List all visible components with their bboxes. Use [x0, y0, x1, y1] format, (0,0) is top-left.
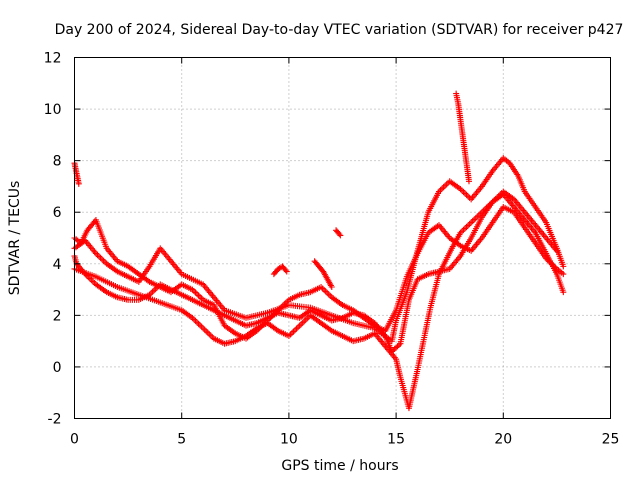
x-tick-label: 20 [494, 432, 512, 448]
series-a [71, 191, 567, 355]
data-point-marker [203, 328, 210, 335]
data-point-marker [394, 343, 401, 350]
data-point-marker [302, 316, 309, 323]
data-point-marker [553, 247, 560, 254]
data-point-marker [465, 193, 472, 200]
x-axis-label: GPS time / hours [281, 458, 398, 474]
y-tick-label: 2 [53, 308, 62, 324]
data-point-marker [560, 263, 567, 270]
data-point-marker [99, 256, 106, 263]
axis-ticks: -2 0 2 4 6 8 10 12 0 5 10 15 20 25 [44, 51, 620, 448]
data-point-marker [324, 289, 331, 296]
data-point-marker [439, 185, 446, 192]
data-point-marker [465, 222, 472, 229]
data-point-marker [293, 325, 300, 332]
data-point-marker [97, 254, 104, 261]
data-point-marker [462, 225, 469, 232]
data-point-marker [282, 267, 289, 274]
data-point-marker [206, 331, 213, 338]
data-point-marker [325, 291, 332, 298]
data-point-marker [319, 285, 326, 292]
data-marks [71, 90, 567, 412]
y-axis-label: SDTVAR / TECUs [7, 181, 23, 296]
y-tick-label: 6 [53, 205, 62, 221]
data-point-marker [471, 216, 478, 223]
data-point-marker [100, 257, 107, 264]
data-point-marker [468, 219, 475, 226]
data-point-marker [75, 180, 82, 187]
data-point-marker [395, 342, 402, 349]
data-point-marker [298, 321, 305, 328]
data-point-marker [207, 332, 214, 339]
data-point-marker [463, 191, 470, 198]
data-point-marker [195, 320, 202, 327]
plot-frame [74, 57, 611, 419]
data-point-marker [194, 290, 201, 297]
data-point-marker [465, 178, 472, 185]
series-i [270, 263, 290, 278]
data-point-marker [89, 278, 96, 285]
y-tick-label: 12 [44, 51, 62, 67]
data-point-marker [195, 292, 202, 299]
data-point-marker [197, 293, 204, 300]
data-point-marker [287, 331, 294, 338]
data-point-marker [201, 326, 208, 333]
data-point-marker [442, 182, 449, 189]
data-point-marker [149, 288, 156, 295]
series-e [71, 160, 82, 187]
data-point-marker [469, 218, 476, 225]
data-point-marker [466, 221, 473, 228]
data-point-marker [94, 251, 101, 258]
data-point-marker [194, 319, 201, 326]
data-point-marker [96, 253, 103, 260]
data-point-marker [198, 323, 205, 330]
data-point-marker [393, 344, 400, 351]
data-point-marker [328, 283, 335, 290]
series-d [71, 188, 560, 412]
series-g [311, 258, 335, 290]
data-point-marker [463, 223, 470, 230]
y-tick-label: 8 [53, 154, 62, 170]
data-point-marker [301, 318, 308, 325]
data-point-marker [292, 327, 299, 334]
x-tick-label: 15 [387, 432, 405, 448]
chart-title: Day 200 of 2024, Sidereal Day-to-day VTE… [55, 22, 624, 38]
series-c [71, 155, 567, 345]
data-point-marker [322, 288, 329, 295]
data-point-marker [560, 289, 567, 296]
data-point-marker [192, 317, 199, 324]
data-point-marker [299, 319, 306, 326]
data-point-marker [336, 231, 343, 238]
x-tick-label: 0 [70, 432, 79, 448]
x-tick-label: 10 [280, 432, 298, 448]
data-point-marker [197, 322, 204, 329]
data-point-marker [290, 328, 297, 335]
y-tick-label: 0 [53, 360, 62, 376]
y-tick-label: 4 [53, 257, 62, 273]
data-point-marker [296, 322, 303, 329]
data-point-marker [440, 184, 447, 191]
data-point-marker [460, 188, 467, 195]
x-tick-label: 5 [177, 432, 186, 448]
data-point-marker [460, 226, 467, 233]
data-point-marker [283, 268, 290, 275]
series-f [453, 90, 472, 185]
data-point-marker [337, 232, 344, 239]
y-tick-label: -2 [48, 412, 62, 428]
data-point-marker [192, 289, 199, 296]
y-tick-label: 10 [44, 102, 62, 118]
x-tick-label: 25 [602, 432, 620, 448]
series-h [333, 227, 344, 239]
data-point-marker [295, 324, 302, 331]
data-point-marker [204, 329, 211, 336]
data-point-marker [560, 271, 567, 278]
data-point-marker [200, 325, 207, 332]
data-point-marker [472, 215, 479, 222]
data-point-marker [391, 345, 398, 352]
data-point-marker [462, 190, 469, 197]
